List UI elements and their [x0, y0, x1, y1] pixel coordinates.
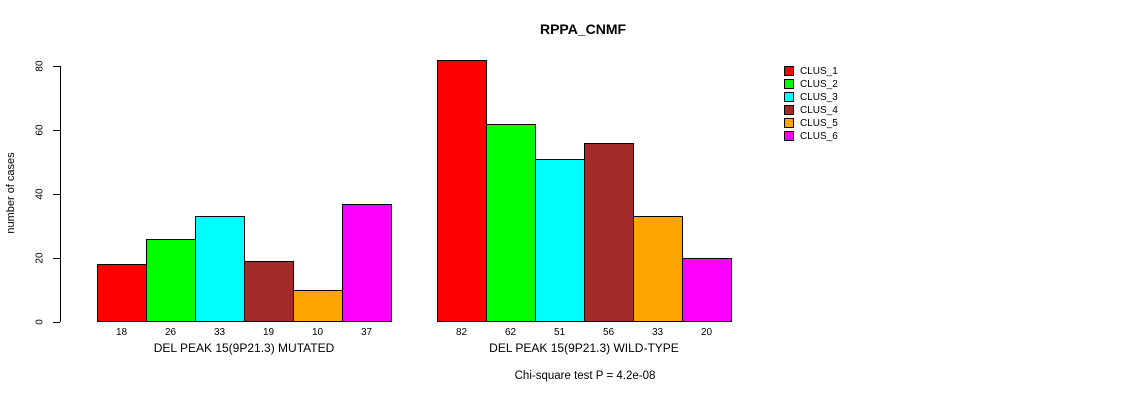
- y-tick-label: 20: [34, 252, 46, 264]
- bar-value-label: 82: [455, 327, 468, 338]
- y-axis-label: number of cases: [5, 152, 17, 234]
- legend-swatch-clus_5: [784, 118, 794, 128]
- bar-value-label: 62: [504, 327, 517, 338]
- chi-square-annotation: Chi-square test P = 4.2e-08: [514, 370, 656, 382]
- y-tick-label: 80: [34, 60, 46, 72]
- bar-clus_4: [584, 143, 634, 322]
- legend-swatch-clus_6: [784, 131, 794, 141]
- group-label-mutated: DEL PEAK 15(9P21.3) MUTATED: [153, 341, 335, 355]
- y-tick-mark: [53, 130, 60, 131]
- y-axis-line: [60, 66, 61, 322]
- legend-swatch-clus_2: [784, 79, 794, 89]
- bar-value-label: 33: [213, 327, 226, 338]
- y-tick-label: 0: [34, 319, 46, 325]
- bar-value-label: 33: [651, 327, 664, 338]
- legend-swatch-clus_1: [784, 66, 794, 76]
- y-tick-mark: [53, 258, 60, 259]
- bar-value-label: 10: [311, 327, 324, 338]
- legend-label-clus_6: CLUS_6: [800, 131, 838, 142]
- bar-value-label: 20: [700, 327, 713, 338]
- bar-clus_5: [633, 216, 683, 322]
- bar-clus_3: [535, 159, 585, 322]
- bar-clus_1: [97, 264, 147, 322]
- bar-clus_6: [682, 258, 732, 322]
- bar-value-label: 26: [164, 327, 177, 338]
- bar-clus_4: [244, 261, 294, 322]
- y-tick-label: 60: [34, 124, 46, 136]
- legend-label-clus_2: CLUS_2: [800, 79, 838, 90]
- bar-clus_5: [293, 290, 343, 322]
- bar-clus_3: [195, 216, 245, 322]
- bar-clus_1: [437, 60, 487, 322]
- bar-value-label: 18: [115, 327, 128, 338]
- legend-label-clus_5: CLUS_5: [800, 118, 838, 129]
- bar-value-label: 51: [553, 327, 566, 338]
- legend-swatch-clus_3: [784, 92, 794, 102]
- legend-label-clus_3: CLUS_3: [800, 92, 838, 103]
- bar-clus_2: [486, 124, 536, 322]
- bar-value-label: 37: [360, 327, 373, 338]
- bar-clus_6: [342, 204, 392, 322]
- legend-label-clus_1: CLUS_1: [800, 66, 838, 77]
- y-tick-mark: [53, 194, 60, 195]
- bar-value-label: 19: [262, 327, 275, 338]
- group-label-wild-type: DEL PEAK 15(9P21.3) WILD-TYPE: [489, 341, 679, 355]
- bar-clus_2: [146, 239, 196, 322]
- y-tick-label: 40: [34, 188, 46, 200]
- y-tick-mark: [53, 322, 60, 323]
- legend-label-clus_4: CLUS_4: [800, 105, 838, 116]
- legend-swatch-clus_4: [784, 105, 794, 115]
- bar-value-label: 56: [602, 327, 615, 338]
- y-tick-mark: [53, 66, 60, 67]
- chart-title: RPPA_CNMF: [539, 21, 627, 37]
